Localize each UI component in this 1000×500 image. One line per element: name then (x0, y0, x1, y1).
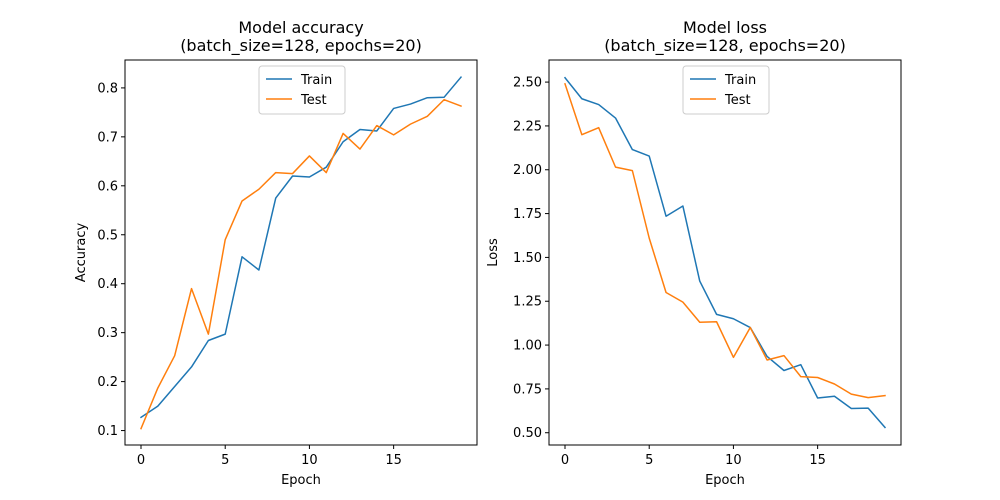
legend-label-train: Train (300, 73, 332, 88)
y-tick-label: 0.75 (513, 382, 542, 397)
y-tick-label: 0.1 (97, 424, 118, 439)
y-tick-label: 2.25 (513, 119, 542, 134)
y-tick-label: 1.25 (513, 295, 542, 310)
series-line-test (140, 98, 462, 430)
chart-panel-0: Model accuracy(batch_size=128, epochs=20… (74, 18, 478, 488)
chart-subtitle: (batch_size=128, epochs=20) (604, 36, 846, 56)
x-tick-label: 5 (221, 453, 229, 468)
plot-frame (124, 59, 478, 446)
x-tick-label: 15 (809, 453, 826, 468)
x-axis-label: Epoch (705, 473, 745, 488)
series-line-test (564, 82, 886, 399)
x-tick-label: 0 (561, 453, 569, 468)
legend-label-test: Test (300, 93, 327, 108)
series-line-train (563, 76, 887, 429)
y-axis-label: Accuracy (74, 223, 89, 283)
y-tick-label: 0.7 (97, 130, 118, 145)
x-tick-label: 5 (645, 453, 653, 468)
y-tick-label: 0.5 (97, 228, 118, 243)
y-tick-label: 0.2 (97, 375, 118, 390)
legend-label-train: Train (724, 73, 756, 88)
y-tick-label: 0.6 (97, 179, 118, 194)
legend-box (258, 65, 346, 115)
legend: Train Test (258, 65, 346, 115)
y-tick-label: 0.50 (513, 426, 542, 441)
x-tick-label: 10 (301, 453, 318, 468)
plot-frame (548, 59, 902, 446)
y-axis-label: Loss (486, 238, 501, 267)
y-tick-label: 0.3 (97, 326, 118, 341)
chart-subtitle: (batch_size=128, epochs=20) (180, 36, 422, 56)
y-tick-label: 1.00 (513, 339, 542, 354)
x-tick-label: 15 (385, 453, 402, 468)
y-tick-label: 1.50 (513, 251, 542, 266)
chart-title: Model loss (683, 18, 767, 37)
y-tick-label: 2.00 (513, 163, 542, 178)
chart-panel-1: Model loss(batch_size=128, epochs=20) 0 5 1… (486, 18, 902, 488)
x-tick-label: 0 (137, 453, 145, 468)
x-axis-label: Epoch (281, 473, 321, 488)
y-tick-label: 1.75 (513, 207, 542, 222)
series-line-train (139, 76, 463, 419)
y-tick-label: 2.50 (513, 76, 542, 91)
x-tick-label: 10 (725, 453, 742, 468)
y-tick-label: 0.4 (97, 277, 118, 292)
y-tick-label: 0.8 (97, 81, 118, 96)
legend-box (682, 65, 770, 115)
legend-label-test: Test (724, 93, 751, 108)
legend: Train Test (682, 65, 770, 115)
chart-title: Model accuracy (238, 18, 363, 37)
